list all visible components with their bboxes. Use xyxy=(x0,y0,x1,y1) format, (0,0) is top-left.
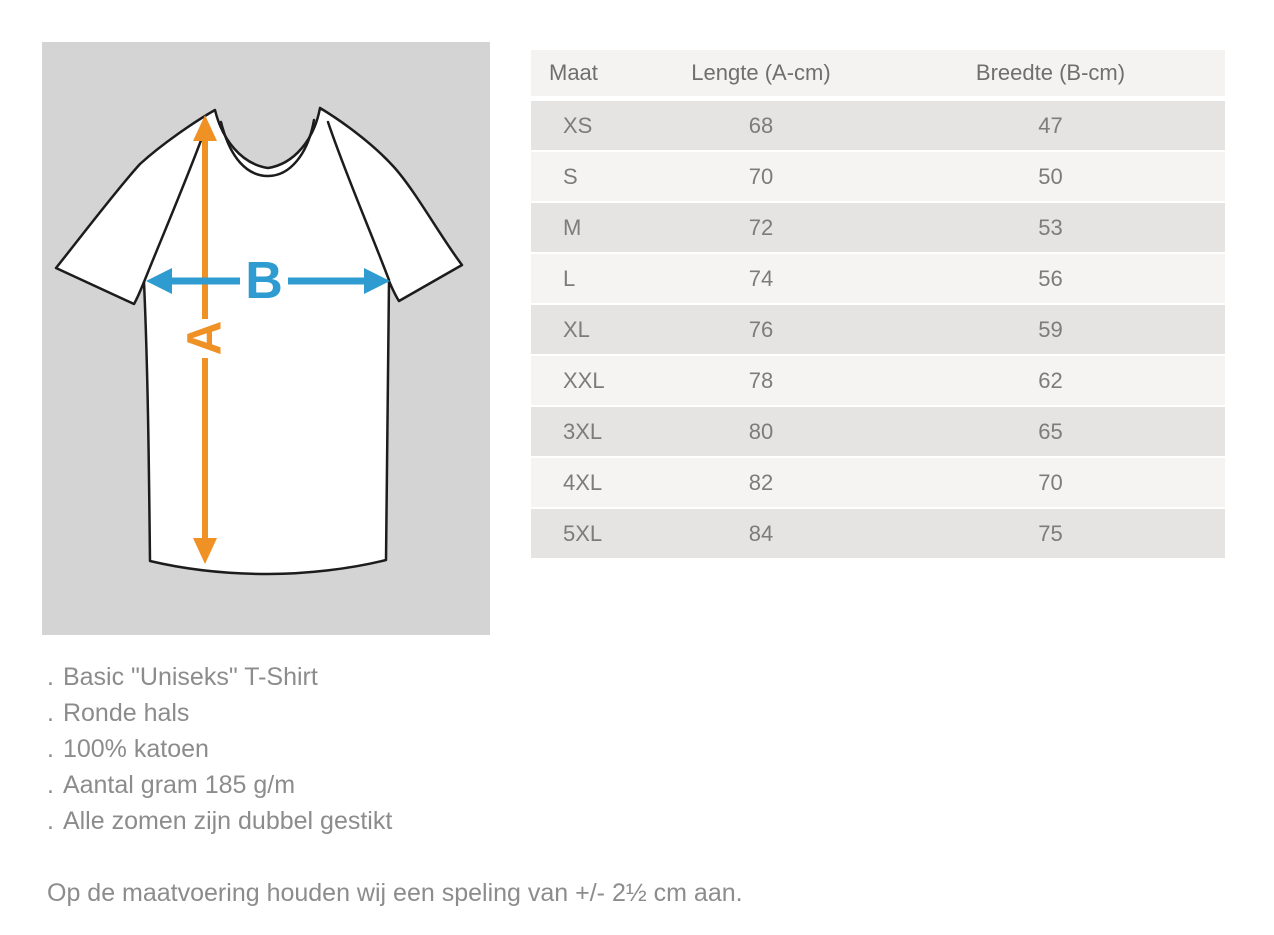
bullet-dot: . xyxy=(47,807,54,835)
right-sleeve-seam xyxy=(326,120,391,282)
cell-lengte: 84 xyxy=(748,520,774,546)
table-row: M 72 53 xyxy=(531,203,1225,254)
cell-breedte: 59 xyxy=(1038,316,1063,342)
length-label: A xyxy=(179,321,232,356)
tolerance-note: Op de maatvoering houden wij een speling… xyxy=(47,879,743,907)
table-row: 5XL 84 75 xyxy=(531,509,1225,560)
feature-item: . 100% katoen xyxy=(47,731,392,767)
table-row: 3XL 80 65 xyxy=(531,407,1225,458)
bullet-dot: . xyxy=(47,663,54,691)
width-arrow: B xyxy=(146,252,390,310)
tshirt-diagram-panel: A B xyxy=(42,42,490,635)
table-row: S 70 50 xyxy=(531,152,1225,203)
width-arrowhead-right xyxy=(364,268,390,294)
cell-maat: XS xyxy=(563,112,593,138)
bullet-dot: . xyxy=(47,771,54,799)
cell-maat: XXL xyxy=(563,367,605,393)
cell-maat: 4XL xyxy=(563,469,603,495)
cell-breedte: 47 xyxy=(1038,112,1063,138)
feature-text: Ronde hals xyxy=(62,699,190,727)
cell-lengte: 72 xyxy=(748,214,774,240)
tshirt-outline xyxy=(54,106,464,576)
feature-text: Alle zomen zijn dubbel gestikt xyxy=(62,807,393,835)
table-row: XL 76 59 xyxy=(531,305,1225,356)
collar-inner-line xyxy=(219,118,316,178)
cell-breedte: 53 xyxy=(1038,214,1063,240)
col-header-maat: Maat xyxy=(549,60,598,85)
cell-lengte: 80 xyxy=(748,418,774,444)
feature-text: 100% katoen xyxy=(62,735,209,763)
cell-maat: M xyxy=(563,214,582,240)
left-sleeve-seam xyxy=(142,122,209,284)
cell-maat: XL xyxy=(563,316,590,342)
feature-list: . Basic "Uniseks" T-Shirt. Ronde hals. 100%… xyxy=(47,659,392,839)
cell-breedte: 62 xyxy=(1038,367,1063,393)
cell-maat: 3XL xyxy=(563,418,603,444)
cell-lengte: 70 xyxy=(748,163,774,189)
width-arrowhead-left xyxy=(146,268,172,294)
cell-lengte: 76 xyxy=(748,316,774,342)
col-header-lengte: Lengte (A-cm) xyxy=(691,60,831,85)
feature-text: Aantal gram 185 g/m xyxy=(62,771,296,799)
cell-breedte: 56 xyxy=(1038,265,1063,291)
feature-item: . Ronde hals xyxy=(47,695,392,731)
length-arrow: A xyxy=(179,115,232,564)
cell-breedte: 75 xyxy=(1038,520,1063,546)
cell-maat: S xyxy=(563,163,578,189)
table-row: XS 68 47 xyxy=(531,101,1225,152)
cell-maat: 5XL xyxy=(563,520,603,546)
feature-item: . Aantal gram 185 g/m xyxy=(47,767,392,803)
cell-breedte: 65 xyxy=(1038,418,1063,444)
cell-lengte: 82 xyxy=(748,469,774,495)
size-table: Maat Lengte (A-cm) Breedte (B-cm) XS 68 47… xyxy=(531,50,1225,560)
size-table-body: XS 68 47 S 70 50 M 72 53 L 74 56 XL 76 59 XXL 78 62 3XL 80 6… xyxy=(531,101,1225,560)
bullet-dot: . xyxy=(47,735,54,763)
length-arrowhead-bottom xyxy=(193,538,217,564)
length-arrowhead-top xyxy=(193,115,217,141)
bullet-dot: . xyxy=(47,699,54,727)
cell-lengte: 74 xyxy=(748,265,774,291)
size-table-header: Maat Lengte (A-cm) Breedte (B-cm) xyxy=(531,50,1225,96)
feature-item: . Basic "Uniseks" T-Shirt xyxy=(47,659,392,695)
cell-breedte: 50 xyxy=(1038,163,1063,189)
tshirt-measurement-diagram: A B xyxy=(54,106,464,576)
cell-maat: L xyxy=(563,265,576,291)
col-header-breedte: Breedte (B-cm) xyxy=(975,60,1126,85)
table-row: 4XL 82 70 xyxy=(531,458,1225,509)
feature-text: Basic "Uniseks" T-Shirt xyxy=(62,663,318,691)
feature-item: . Alle zomen zijn dubbel gestikt xyxy=(47,803,392,839)
table-row: XXL 78 62 xyxy=(531,356,1225,407)
cell-lengte: 78 xyxy=(748,367,774,393)
width-label: B xyxy=(245,252,283,310)
cell-breedte: 70 xyxy=(1038,469,1063,495)
cell-lengte: 68 xyxy=(748,112,774,138)
table-row: L 74 56 xyxy=(531,254,1225,305)
